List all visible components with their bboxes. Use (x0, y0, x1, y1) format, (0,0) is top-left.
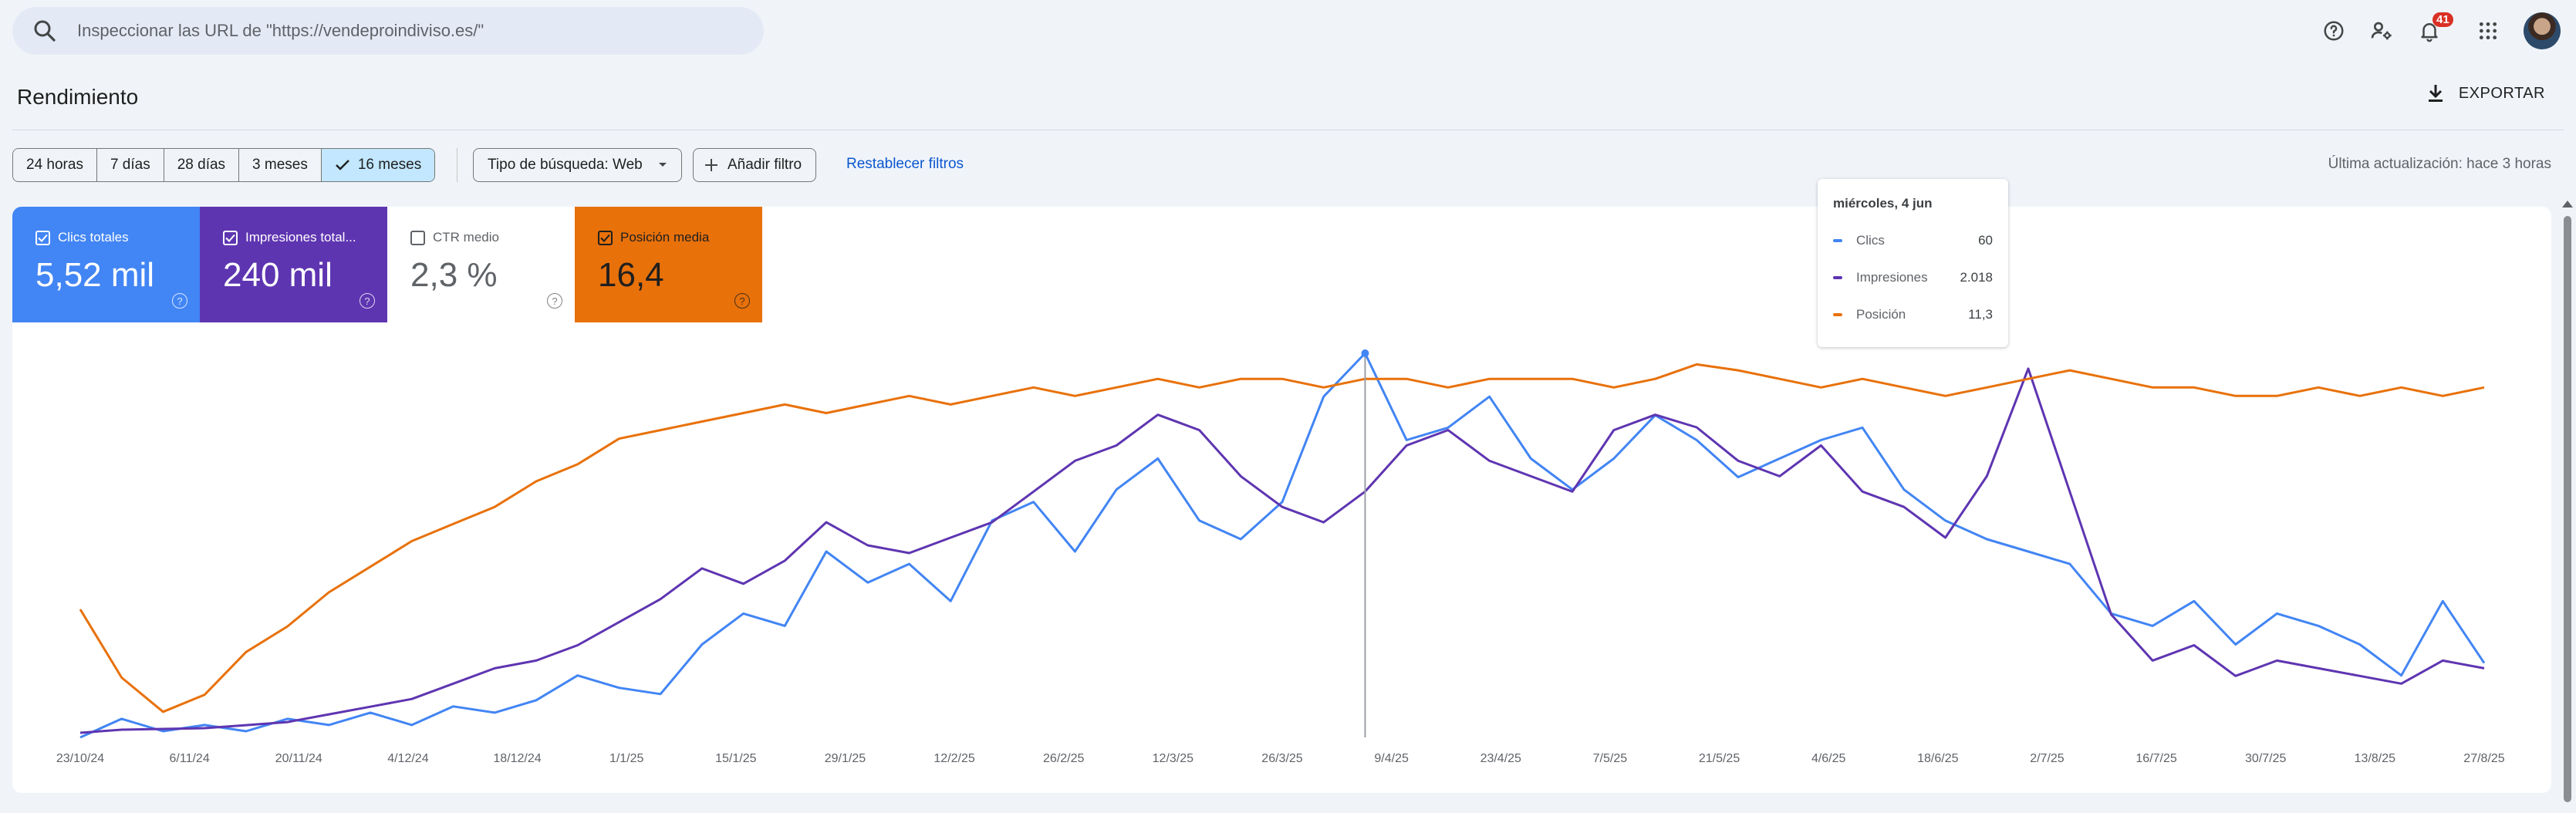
chart-tooltip: miércoles, 4 jun Clics 60 Impresiones 2.… (1818, 179, 2008, 347)
x-tick-label: 4/12/24 (387, 752, 428, 765)
series-line-impresiones (79, 367, 2485, 734)
metric-label: Clics totales (58, 230, 129, 245)
x-tick-label: 27/8/25 (2463, 752, 2504, 765)
dropdown-arrow-icon (658, 163, 667, 167)
help-icon[interactable] (2317, 14, 2351, 48)
help-icon[interactable]: ? (547, 293, 562, 309)
scrollbar-thumb[interactable] (2564, 216, 2571, 802)
scroll-up-arrow[interactable] (2562, 201, 2573, 207)
metric-value: 5,52 mil (35, 256, 155, 294)
notifications-count-badge: 41 (2433, 12, 2453, 27)
metric-value: 16,4 (598, 256, 664, 294)
add-filter-button[interactable]: Añadir filtro (693, 148, 817, 182)
x-tick-label: 12/2/25 (934, 752, 974, 765)
tooltip-row-position: Posición 11,3 (1833, 307, 1993, 322)
metric-label: Impresiones total... (245, 230, 356, 245)
export-label: EXPORTAR (2458, 84, 2545, 102)
range-label: 16 meses (357, 157, 422, 173)
legend-swatch (1833, 313, 1842, 316)
tooltip-label: Clics (1856, 233, 1885, 248)
x-tick-label: 18/6/25 (1917, 752, 1958, 765)
metric-average-position[interactable]: Posición media 16,4 ? (575, 207, 762, 322)
x-tick-label: 6/11/24 (170, 752, 210, 765)
search-type-filter[interactable]: Tipo de búsqueda: Web (473, 148, 682, 182)
legend-swatch (1833, 239, 1842, 242)
x-tick-label: 1/1/25 (609, 752, 644, 765)
series-line-clics (79, 352, 2486, 739)
legend-swatch (1833, 276, 1842, 279)
user-avatar[interactable] (2524, 12, 2561, 49)
help-icon[interactable]: ? (360, 293, 375, 309)
x-tick-label: 9/4/25 (1374, 752, 1409, 765)
metric-label: CTR medio (433, 230, 499, 245)
notifications-icon[interactable]: 41 (2412, 12, 2453, 48)
add-filter-label: Añadir filtro (728, 157, 802, 173)
x-tick-label: 2/7/25 (2030, 752, 2065, 765)
hover-point (1361, 349, 1369, 357)
reset-filters-link[interactable]: Restablecer filtros (846, 156, 964, 172)
search-type-label: Tipo de búsqueda: Web (488, 157, 643, 173)
apps-grid-icon[interactable] (2471, 14, 2505, 48)
x-tick-label: 12/3/25 (1153, 752, 1193, 765)
x-tick-label: 13/8/25 (2355, 752, 2395, 765)
tooltip-value: 2.018 (1960, 270, 1993, 285)
tooltip-value: 11,3 (1968, 307, 1993, 322)
url-inspection-input[interactable] (77, 21, 741, 41)
tooltip-label: Posición (1856, 307, 1906, 322)
range-label: 3 meses (252, 157, 308, 173)
search-icon (34, 20, 56, 42)
range-label: 28 días (177, 157, 226, 173)
manage-users-icon[interactable] (2365, 14, 2399, 48)
x-tick-label: 7/5/25 (1593, 752, 1628, 765)
help-icon[interactable]: ? (172, 293, 187, 309)
date-range-selector: 24 horas 7 días 28 días 3 meses 16 meses (12, 148, 436, 182)
metric-average-ctr[interactable]: CTR medio 2,3 % ? (387, 207, 575, 322)
range-label: 24 horas (26, 157, 83, 173)
range-3m[interactable]: 3 meses (239, 149, 322, 181)
download-icon (2428, 85, 2443, 102)
checkbox-checked-icon (598, 230, 613, 245)
help-icon[interactable]: ? (734, 293, 750, 309)
tooltip-row-clicks: Clics 60 (1833, 233, 1993, 248)
x-tick-label: 4/6/25 (1811, 752, 1846, 765)
metric-value: 2,3 % (410, 256, 498, 294)
page-title: Rendimiento (17, 85, 139, 109)
last-update-text: Última actualización: hace 3 horas (2328, 156, 2551, 172)
range-24h[interactable]: 24 horas (13, 149, 97, 181)
x-tick-label: 30/7/25 (2245, 752, 2286, 765)
performance-chart[interactable]: 23/10/24 6/11/24 20/11/24 4/12/24 18/12/24 1/… (12, 207, 2551, 793)
tooltip-value: 60 (1978, 233, 1993, 248)
checkbox-checked-icon (35, 230, 50, 245)
url-inspection-search[interactable] (12, 7, 764, 55)
check-icon (336, 160, 349, 170)
metric-value: 240 mil (223, 256, 333, 294)
plus-icon (705, 159, 717, 171)
x-tick-label: 29/1/25 (825, 752, 866, 765)
range-7d[interactable]: 7 días (96, 149, 164, 181)
checkbox-checked-icon (223, 230, 238, 245)
x-tick-label: 23/10/24 (56, 752, 104, 765)
export-button[interactable]: EXPORTAR (2426, 83, 2545, 103)
range-28d[interactable]: 28 días (164, 149, 240, 181)
metric-label: Posición media (620, 230, 710, 245)
metric-total-impressions[interactable]: Impresiones total... 240 mil ? (200, 207, 387, 322)
x-tick-label: 23/4/25 (1480, 752, 1521, 765)
x-tick-label: 15/1/25 (715, 752, 756, 765)
x-tick-label: 20/11/24 (275, 752, 322, 765)
tooltip-row-impressions: Impresiones 2.018 (1833, 270, 1993, 285)
series-line-posición (79, 363, 2485, 713)
range-label: 7 días (110, 157, 150, 173)
tooltip-date: miércoles, 4 jun (1833, 196, 1933, 211)
tooltip-label: Impresiones (1856, 270, 1928, 285)
metric-total-clicks[interactable]: Clics totales 5,52 mil ? (12, 207, 200, 322)
x-tick-label: 18/12/24 (493, 752, 541, 765)
performance-card: 23/10/24 6/11/24 20/11/24 4/12/24 18/12/24 1/… (12, 207, 2551, 793)
x-tick-label: 26/2/25 (1043, 752, 1084, 765)
x-tick-label: 16/7/25 (2135, 752, 2176, 765)
range-16m[interactable]: 16 meses (321, 149, 435, 181)
checkbox-unchecked-icon (410, 230, 425, 245)
x-tick-label: 21/5/25 (1699, 752, 1740, 765)
x-tick-label: 26/3/25 (1261, 752, 1302, 765)
